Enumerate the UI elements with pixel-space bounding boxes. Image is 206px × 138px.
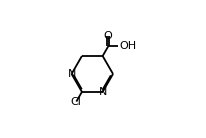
Text: Cl: Cl — [70, 97, 81, 107]
Text: N: N — [98, 87, 107, 97]
Text: O: O — [104, 31, 113, 41]
Text: OH: OH — [119, 41, 137, 51]
Text: N: N — [67, 69, 76, 79]
